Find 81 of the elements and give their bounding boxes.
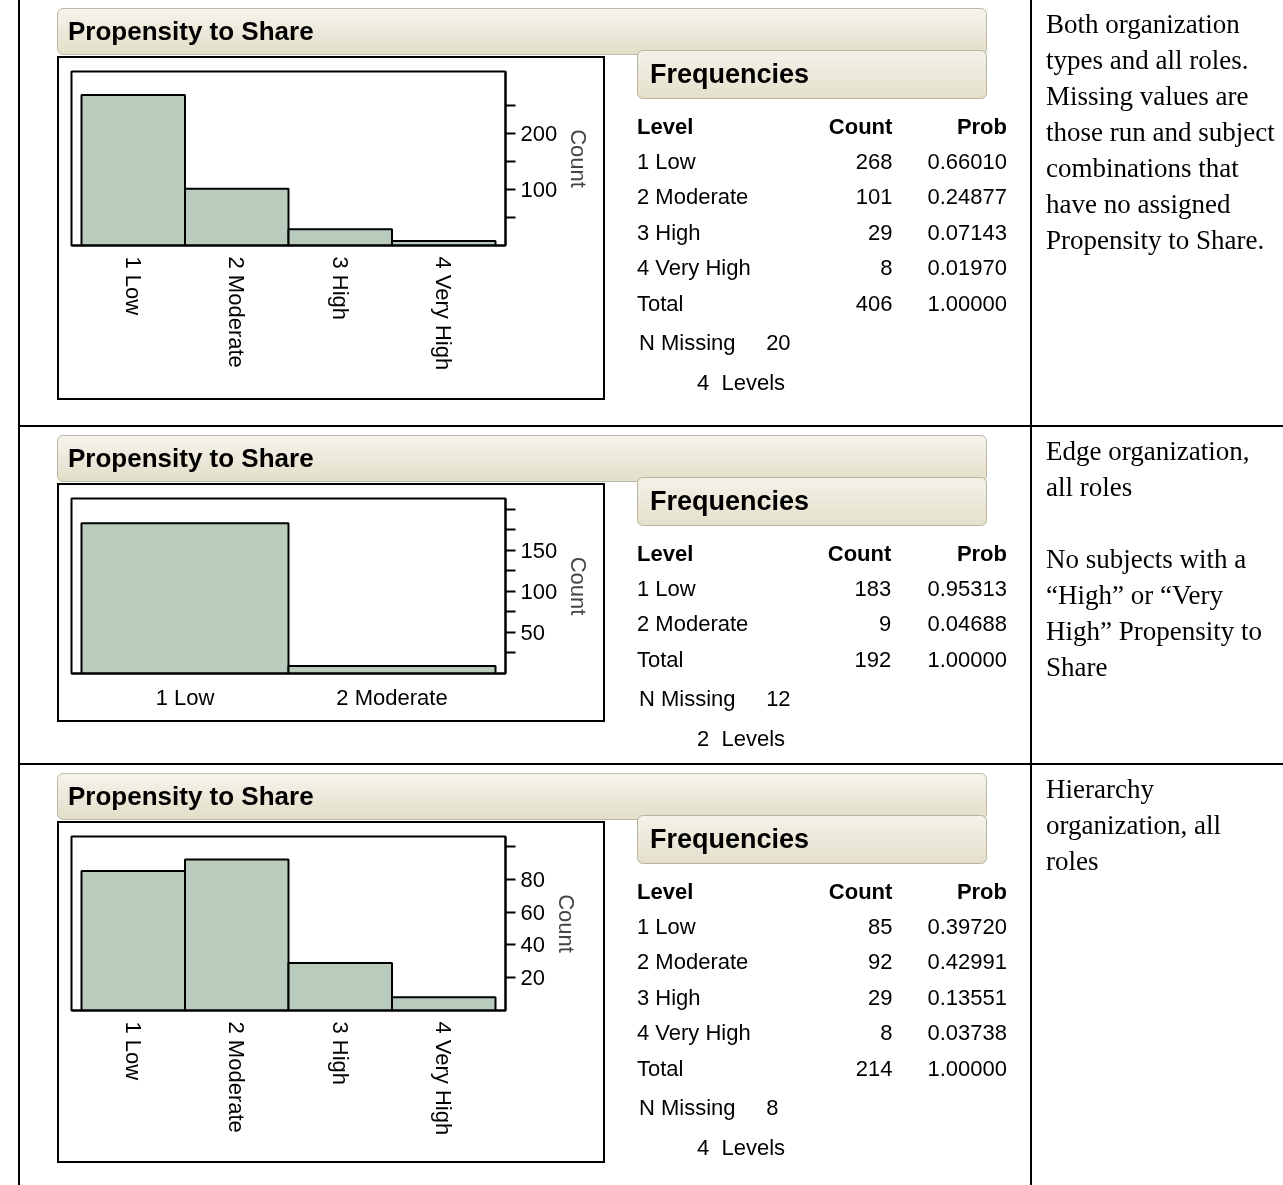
text: 0.95313: [926, 575, 1007, 603]
category-label: 3 High: [637, 984, 701, 1010]
text: Total: [637, 645, 685, 674]
category-label: 1 Low: [637, 575, 696, 601]
text: Edge organization, all roles No subjects with a “High” or “Very High” Propensity to Share: [1046, 436, 1262, 682]
text: Level: [637, 539, 695, 568]
text: Frequencies: [637, 815, 987, 864]
text: 29: [866, 983, 893, 1012]
y-axis-title: Count: [566, 556, 592, 616]
category-label: 2 Moderate: [637, 611, 749, 637]
text: 192: [853, 645, 892, 674]
chart-title: Propensity to Share: [57, 773, 987, 821]
text: 1.00000: [926, 645, 1007, 674]
text: Frequencies: [637, 50, 987, 99]
y-tick-label: 150: [520, 537, 558, 563]
category-label: 1 Low: [637, 913, 696, 939]
text: Prob: [955, 112, 1007, 141]
y-tick-label: 100: [520, 176, 558, 202]
text: Both organization types and all roles. Missing values are those run and subject combinations that have no assigned Propensity to Share.: [1045, 8, 1276, 257]
text: 29: [866, 218, 893, 247]
text: Count: [826, 539, 892, 568]
y-tick-label: 200: [520, 120, 558, 146]
text: Prob: [955, 877, 1007, 906]
text: 0.03738: [926, 1019, 1007, 1048]
text: 4 Levels: [697, 1133, 787, 1162]
chart-title: Propensity to Share: [57, 8, 987, 56]
y-tick-label: 20: [520, 965, 545, 991]
text: 2 Levels: [697, 724, 787, 753]
y-tick-label: 80: [520, 866, 545, 892]
text: 183: [853, 575, 892, 603]
text: 0.39720: [926, 913, 1007, 941]
category-label: 3 High: [637, 219, 701, 245]
text: Total: [637, 289, 685, 318]
x-tick-label: 2 Moderate: [224, 256, 250, 368]
text: 0.24877: [926, 183, 1007, 212]
y-tick-label: 50: [520, 619, 545, 645]
text: N Missing 12: [639, 685, 792, 714]
text: 85: [866, 913, 893, 941]
text: 9: [878, 610, 892, 639]
text: 0.04688: [926, 610, 1007, 639]
x-tick-label: 4 Very High: [431, 1021, 457, 1136]
x-tick-label: 3 High: [327, 1021, 353, 1086]
text: 8: [879, 254, 893, 283]
text: 0.66010: [926, 148, 1007, 176]
x-tick-label: 1 Low: [120, 1021, 146, 1081]
text: 0.07143: [926, 218, 1007, 247]
text: Level: [637, 877, 695, 906]
text: N Missing 20: [639, 329, 792, 358]
text: 406: [854, 289, 893, 318]
x-tick-label: 2 Moderate: [224, 1021, 250, 1133]
x-tick-label: 3 High: [327, 256, 353, 321]
x-tick-label: 4 Very High: [431, 256, 457, 371]
y-tick-label: 40: [520, 932, 545, 958]
chart-title: Propensity to Share: [57, 435, 987, 483]
text: 101: [854, 183, 893, 212]
text: 214: [854, 1054, 893, 1083]
text: 1.00000: [926, 289, 1007, 318]
category-label: 2 Moderate: [637, 184, 749, 210]
category-label: 1 Low: [637, 148, 696, 174]
text: 92: [866, 948, 893, 977]
text: 0.13551: [926, 983, 1007, 1012]
text: N Missing 8: [639, 1094, 780, 1123]
text: 0.01970: [926, 254, 1007, 283]
text: Frequencies: [637, 477, 987, 526]
category-label: 2 Moderate: [637, 949, 749, 975]
text: Hierarchy organization, all roles: [1045, 773, 1222, 878]
text: 0.42991: [926, 948, 1007, 977]
text: Count: [827, 877, 893, 906]
text: Count: [827, 112, 893, 141]
text: 268: [854, 148, 893, 176]
text: 1.00000: [926, 1054, 1007, 1083]
y-tick-label: 60: [520, 899, 545, 925]
y-axis-title: Count: [566, 129, 592, 188]
y-tick-label: 100: [520, 578, 558, 604]
text: Total: [637, 1054, 685, 1083]
text: Level: [637, 112, 695, 141]
text: 8: [879, 1019, 893, 1048]
text: Prob: [955, 539, 1007, 568]
y-axis-title: Count: [553, 894, 579, 953]
text: 4 Levels: [697, 368, 787, 397]
x-tick-label: 1 Low: [120, 256, 146, 316]
